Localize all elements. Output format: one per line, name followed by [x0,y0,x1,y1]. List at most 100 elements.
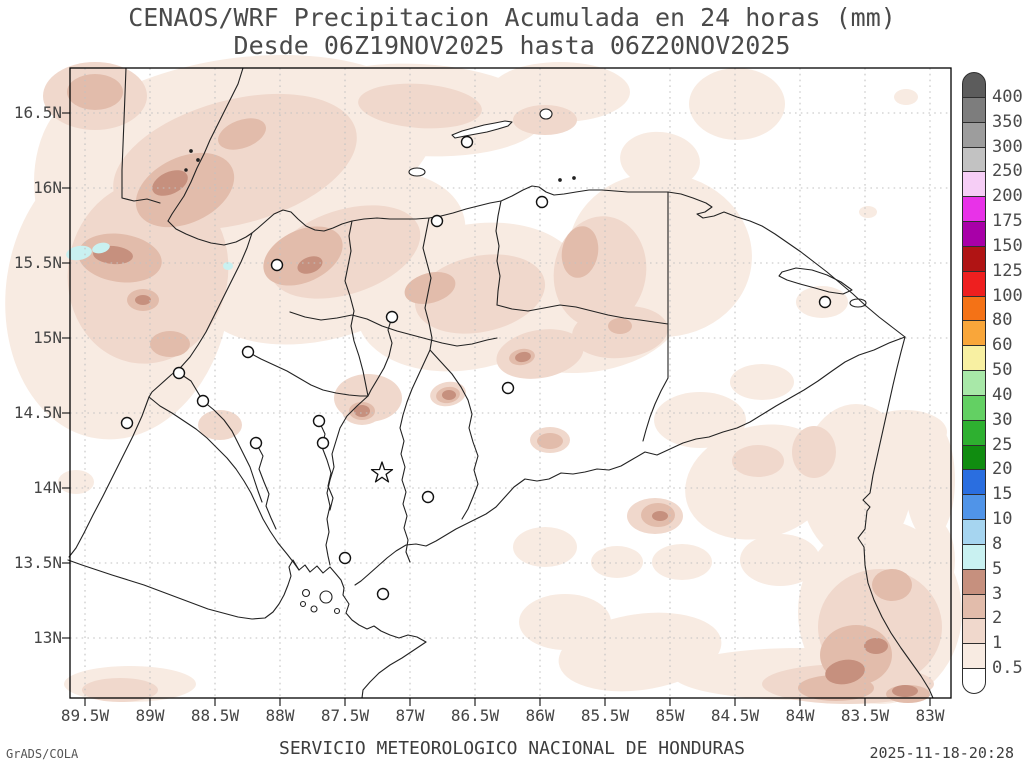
precip-contour-lv3_5 [297,256,323,274]
department-boundary [399,349,431,563]
precip-contour-lv05_1 [894,89,918,105]
guanaja-island [539,108,553,120]
department-boundary [344,220,369,397]
colorbar-label-175: 175 [992,211,1023,232]
cayos-islet [558,178,562,182]
city-marker [430,214,444,228]
belize-cay-islet [196,158,200,162]
city-marker [376,587,390,601]
lon-label-83W: 83W [915,706,945,725]
colorbar-segment [962,295,986,322]
precip-contour-lv05_1 [652,544,712,580]
colorbar-segment [962,171,986,198]
precip-contour-lv3_5 [652,511,668,521]
colorbar-label-100: 100 [992,285,1023,306]
colorbar-segment [962,568,986,595]
lat-label-13N: 13N [33,628,62,647]
lon-label-87.5W: 87.5W [320,706,370,725]
colorbar-segment [962,668,986,694]
precip-contour-lv1_2 [82,678,158,702]
precip-contour-lv2_3 [218,118,266,150]
precip-contour-lv3_5 [354,405,370,417]
colorbar-label-2: 2 [992,608,1003,629]
colorbar-label-0.5: 0.5 [992,658,1023,679]
lat-label-15.5N: 15.5N [13,253,62,272]
nicaragua-pacific-coast [361,641,427,699]
precip-contour-lv2_3 [537,433,563,449]
city-marker [818,295,832,309]
belize-cay-islet [184,168,188,172]
colorbar-label-8: 8 [992,533,1003,554]
colorbar-segment [962,370,986,396]
precip-contour-lv3_5 [864,638,888,654]
colorbar-segment [962,444,986,471]
city-marker [172,366,186,380]
precip-contour-lv2_3 [608,318,632,334]
colorbar-label-80: 80 [992,310,1013,331]
cayos-islet [572,176,576,180]
guatemala-coast [167,220,253,246]
lon-label-85W: 85W [655,706,685,725]
gridline-layer [62,68,951,706]
department-boundary [202,400,263,503]
city-marker [196,394,210,408]
colorbar-label-400: 400 [992,86,1023,107]
precip-contour-lv3_5 [825,659,865,685]
precip-contour-lv1_2 [792,426,836,478]
city-marker [338,551,352,565]
grads-credit: GrADS/COLA [6,747,79,761]
belize-coast [167,67,244,222]
precip-contour-lv2_3 [561,226,599,278]
colorbar-label-60: 60 [992,335,1013,356]
lat-label-16N: 16N [33,178,62,197]
lon-label-86.5W: 86.5W [450,706,500,725]
precip-contour-lv05_1 [730,364,794,400]
colorbar-segment [962,320,986,347]
render-timestamp: 2025-11-18-20:28 [869,744,1015,762]
city-marker [501,381,515,395]
map-frame-layer [69,67,952,699]
roatan-island [451,120,513,139]
precip-contour-lv05_1 [58,470,94,494]
colorbar-segment [962,469,986,496]
pacific-coast-elsalvador [67,559,300,620]
colorbar-segment [962,593,986,620]
precip-contour-lv3_5 [892,685,918,697]
department-boundary [429,349,479,520]
precip-contour-lv3_5 [442,390,456,400]
department-boundary [318,420,334,511]
utila-island [408,167,426,177]
precip-contour-lv05_1 [519,594,611,650]
city-marker [385,310,399,324]
precip-contour-lv2_3 [135,152,235,228]
fonseca-island [319,590,333,604]
precip-contour-water [92,242,110,254]
colorbar-label-30: 30 [992,409,1013,430]
lat-label-14.5N: 14.5N [13,403,62,422]
colorbar-segment [962,270,986,297]
map-frame [69,67,952,699]
lon-label-84W: 84W [785,706,815,725]
colorbar-segment [962,419,986,446]
colorbar-segment [962,221,986,247]
colorbar-segment [962,196,986,223]
colorbar-label-3: 3 [992,583,1003,604]
colorbar-label-25: 25 [992,434,1013,455]
colorbar-segment [962,146,986,173]
lon-label-87W: 87W [395,706,425,725]
colorbar-label-40: 40 [992,384,1013,405]
guatemala-honduras-border [148,232,253,398]
elsalvador-honduras-border [148,396,300,571]
precip-contour-water [223,262,233,270]
fonseca-east-shore [342,594,427,643]
capital-star-layer [370,461,394,483]
colorbar-label-150: 150 [992,235,1023,256]
department-boundary [642,377,669,442]
precip-contour-lv1_2 [496,329,584,379]
lon-label-89W: 89W [135,706,165,725]
precip-contour-lv2_3 [263,226,343,286]
colorbar-segment [962,618,986,645]
fonseca-island [299,600,307,608]
precip-contour-lv3_5 [515,351,531,363]
colorbar-label-350: 350 [992,111,1023,132]
